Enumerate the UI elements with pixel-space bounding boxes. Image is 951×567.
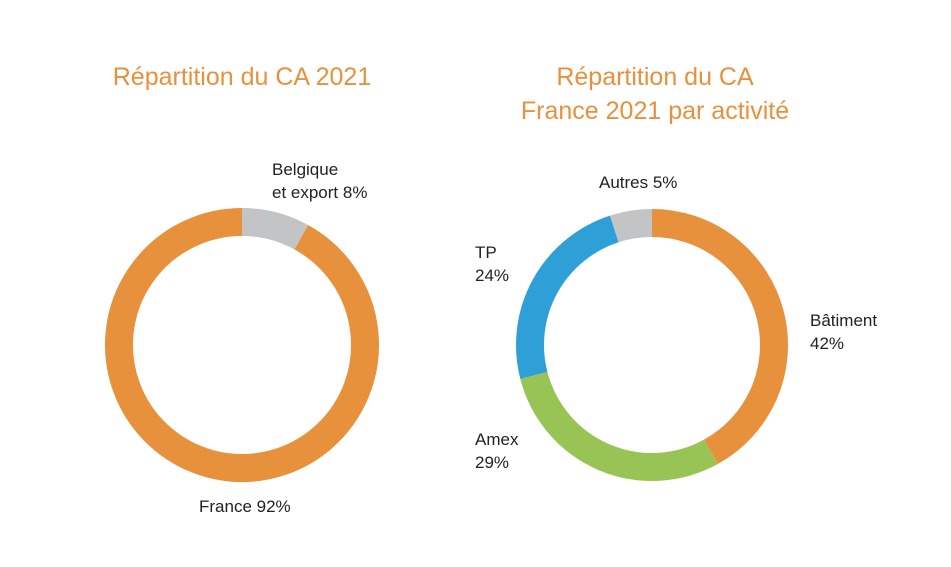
label-tp-line-1: TP [475,243,497,262]
label-amex-line-1: Amex [475,430,519,449]
chart-2-title: Répartition du CA France 2021 par activi… [470,60,840,128]
chart-2-slice-autres-5 [609,209,653,243]
label-france: France 92% [199,495,291,518]
label-batiment: Bâtiment 42% [810,309,877,355]
label-tp-line-2: 24% [475,266,510,285]
label-belgique-export-line-2: et export 8% [272,183,368,202]
chart-1-title: Répartition du CA 2021 [112,63,372,91]
chart-2-title-line-1: Répartition du CA [556,63,754,91]
chart-2-slice-tp [516,215,619,379]
label-autres: Autres 5% [599,171,677,194]
label-belgique-export: Belgique et export 8% [272,158,367,204]
label-amex-line-2: 29% [475,453,510,472]
label-batiment-line-1: Bâtiment [810,311,878,330]
label-france-line-1: France 92% [199,497,291,516]
chart-2-title-line-2: France 2021 par activité [520,97,790,125]
chart-2-slice-batiment [651,209,788,465]
label-amex: Amex 29% [475,428,518,474]
chart-1-slice-belgique [241,208,308,250]
label-tp: TP 24% [475,241,509,287]
label-belgique-export-line-1: Belgique [272,160,339,179]
chart-1-slice-france-92 [105,208,379,482]
label-batiment-line-2: 42% [810,334,845,353]
chart-2-slice-amex [520,371,718,481]
label-autres-line-1: Autres 5% [599,173,678,192]
